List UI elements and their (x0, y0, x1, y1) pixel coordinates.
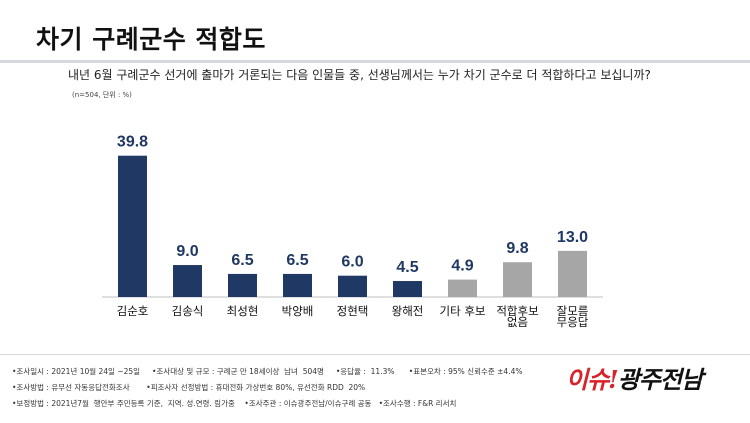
logo-part-1: 이슈! (566, 365, 619, 394)
category-label-4: 박양배 (282, 304, 314, 318)
category-label-9-line-1: 잘모름 (557, 304, 589, 318)
data-label-8: 9.8 (506, 240, 528, 257)
title-divider (0, 60, 750, 63)
bar-3 (228, 273, 257, 297)
sample-note: (n=504, 단위 : %) (72, 91, 132, 99)
page-title: 차기 구례군수 적합도 (36, 25, 266, 54)
bar-4 (283, 273, 312, 297)
data-label-2: 9.0 (176, 243, 198, 260)
bar-8 (503, 262, 532, 297)
brand-logo: 이슈!광주전남 (566, 360, 703, 395)
category-label-2: 김송식 (172, 304, 204, 318)
category-label-1: 김순호 (117, 304, 149, 318)
data-label-1: 39.8 (117, 134, 148, 151)
bar-5 (338, 275, 367, 297)
logo-part-2: 광주전남 (617, 365, 703, 394)
category-label-7: 기타 후보 (440, 304, 486, 318)
question-text: 내년 6월 구례군수 선거에 출마가 거론되는 다음 인물들 중, 선생님께서는… (68, 68, 651, 82)
bar-2 (173, 265, 202, 297)
bar-9 (558, 250, 587, 297)
data-label-5: 6.0 (341, 254, 363, 271)
category-label-8-line-1: 적합후보 (496, 304, 538, 318)
data-label-4: 6.5 (286, 252, 308, 269)
category-label-8-line-2: 없음 (507, 315, 528, 329)
category-label-3: 최성현 (227, 304, 259, 318)
footer-line-2: •조사방법 : 유무선 자동응답전화조사 •피조사자 선정방법 : 휴대전화 가… (12, 383, 366, 392)
footer-line-1: •조사일시 : 2021년 10월 24일 ~25일 •조사대상 및 규모 : … (12, 367, 523, 376)
data-label-6: 4.5 (396, 259, 418, 276)
data-label-9: 13.0 (557, 229, 588, 246)
category-label-6: 왕해전 (392, 304, 424, 318)
bar-1 (118, 155, 147, 297)
bar-7 (448, 279, 477, 297)
category-label-5: 정현택 (337, 304, 369, 318)
footer-line-3: •보정방법 : 2021년7월 행안부 주민등록 기준, 지역. 성.연령. 림… (12, 399, 457, 408)
survey-footer: •조사일시 : 2021년 10월 24일 ~25일 •조사대상 및 규모 : … (0, 354, 750, 423)
bar-6 (393, 281, 422, 297)
data-label-3: 6.5 (231, 252, 253, 269)
data-label-7: 4.9 (451, 258, 473, 275)
bar-chart: 39.8 김순호 9.0 김송식 6.5 최성현 6.5 박양배 6.0 정현택 4.5 왕해전 4.9… (102, 134, 603, 329)
survey-question: 내년 6월 구례군수 선거에 출마가 거론되는 다음 인물들 중, 선생님께서는… (68, 66, 668, 104)
category-label-9-line-2: 무응답 (557, 315, 589, 329)
